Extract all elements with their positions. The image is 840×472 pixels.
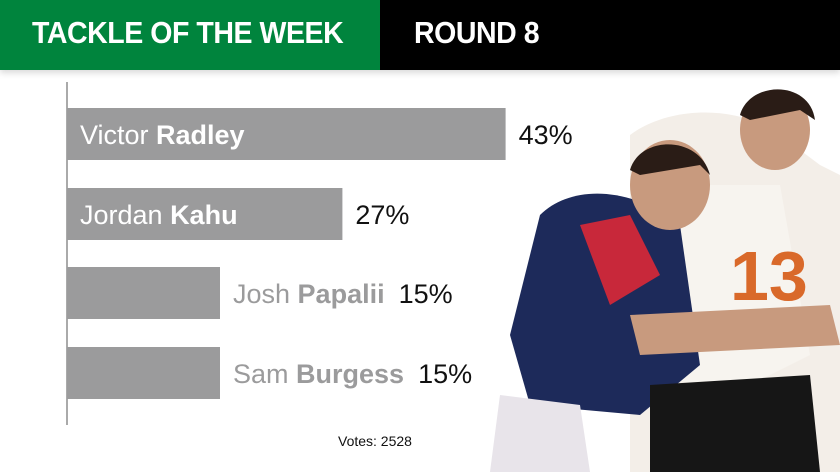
bar-label: Jordan Kahu	[80, 200, 238, 230]
last-name: Papalii	[298, 279, 385, 309]
bar	[67, 188, 343, 240]
value-label: 15%	[399, 279, 453, 309]
last-name: Kahu	[170, 200, 238, 230]
first-name: Sam	[233, 359, 296, 389]
first-name: Josh	[233, 279, 298, 309]
bar	[67, 347, 220, 399]
votes-count: Votes: 2528	[338, 433, 412, 449]
first-name: Victor	[80, 120, 156, 150]
bar-label: Victor Radley	[80, 120, 245, 150]
round-label: ROUND 8	[414, 15, 540, 50]
svg-text:13: 13	[730, 237, 808, 315]
last-name: Radley	[156, 120, 245, 150]
value-label: 27%	[355, 200, 409, 230]
header-banner: TACKLE OF THE WEEK ROUND 8	[0, 0, 840, 70]
first-name: Jordan	[80, 200, 170, 230]
players-tackle-photo: 13	[490, 89, 840, 472]
bar-label: Josh Papalii	[233, 279, 385, 309]
value-label: 43%	[519, 120, 573, 150]
bar	[67, 108, 506, 160]
page-title: TACKLE OF THE WEEK	[32, 15, 344, 50]
header-black-panel: ROUND 8	[380, 0, 840, 70]
value-label: 15%	[418, 359, 472, 389]
bar	[67, 267, 220, 319]
last-name: Burgess	[296, 359, 404, 389]
bar-label: Sam Burgess	[233, 359, 404, 389]
header-green-panel: TACKLE OF THE WEEK	[0, 0, 380, 70]
